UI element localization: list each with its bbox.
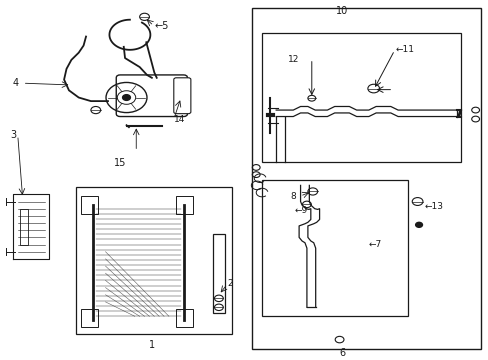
- FancyBboxPatch shape: [173, 78, 190, 114]
- Text: ←13: ←13: [424, 202, 443, 211]
- Text: 6: 6: [338, 347, 345, 357]
- Bar: [212, 234, 224, 313]
- Text: 10: 10: [335, 6, 347, 16]
- Bar: [81, 196, 98, 214]
- Bar: [76, 187, 232, 334]
- Bar: [251, 8, 480, 348]
- Bar: [20, 209, 27, 244]
- Text: 1: 1: [148, 339, 155, 350]
- Text: ←11: ←11: [395, 45, 414, 54]
- Text: 3: 3: [10, 130, 17, 140]
- Bar: [81, 309, 98, 327]
- Text: 15: 15: [114, 158, 126, 168]
- Bar: [261, 180, 407, 316]
- Text: 2: 2: [227, 279, 233, 288]
- Bar: [261, 33, 461, 162]
- Text: ←7: ←7: [368, 240, 381, 249]
- Text: ←5: ←5: [154, 21, 168, 31]
- Text: 14: 14: [173, 114, 185, 123]
- FancyBboxPatch shape: [116, 75, 187, 117]
- Bar: [176, 196, 193, 214]
- Circle shape: [415, 222, 422, 227]
- Text: 12: 12: [288, 55, 299, 64]
- Text: 8: 8: [290, 192, 295, 201]
- Text: 4: 4: [13, 78, 19, 88]
- Text: ←9: ←9: [294, 206, 307, 215]
- Bar: [176, 309, 193, 327]
- Circle shape: [122, 95, 130, 100]
